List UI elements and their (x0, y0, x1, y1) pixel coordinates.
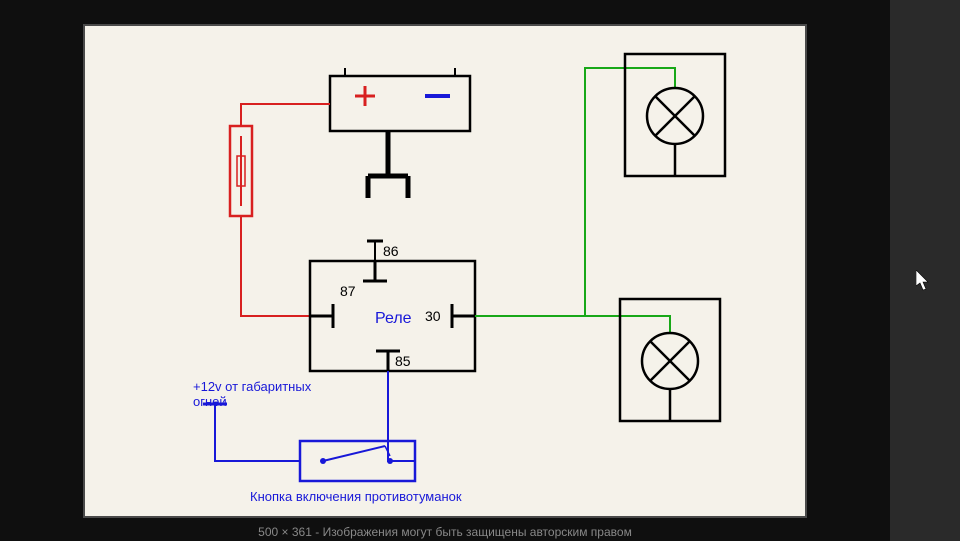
pin-87-label: 87 (340, 283, 356, 299)
relay: 87 86 30 85 Реле (310, 243, 475, 371)
schematic-svg: 87 86 30 85 Реле (85, 26, 805, 516)
circuit-diagram: 87 86 30 85 Реле (83, 24, 807, 518)
pin-86-label: 86 (383, 243, 399, 259)
pin-30-label: 30 (425, 308, 441, 324)
image-viewer: 87 86 30 85 Реле (0, 0, 890, 541)
scrollbar-track[interactable] (890, 0, 960, 541)
fuse (230, 126, 252, 216)
switch-label: Кнопка включения противотуманок (250, 489, 462, 504)
pin-85-label: 85 (395, 353, 411, 369)
caption-dimensions: 500 × 361 (258, 525, 312, 539)
lamp-2 (642, 333, 698, 389)
wire-red (241, 104, 330, 316)
caption-sep: - (312, 525, 323, 539)
battery (330, 68, 470, 131)
plus12v-label-1: +12v от габаритных (193, 379, 312, 394)
caption-text: Изображения могут быть защищены авторски… (323, 525, 632, 539)
relay-text: Реле (375, 310, 412, 327)
lamp-1 (647, 88, 703, 144)
plus12v-label-2: огней (193, 394, 227, 409)
wire-green (475, 68, 675, 333)
ground (368, 131, 408, 198)
caption-bar: 500 × 361 - Изображения могут быть защищ… (0, 525, 890, 539)
